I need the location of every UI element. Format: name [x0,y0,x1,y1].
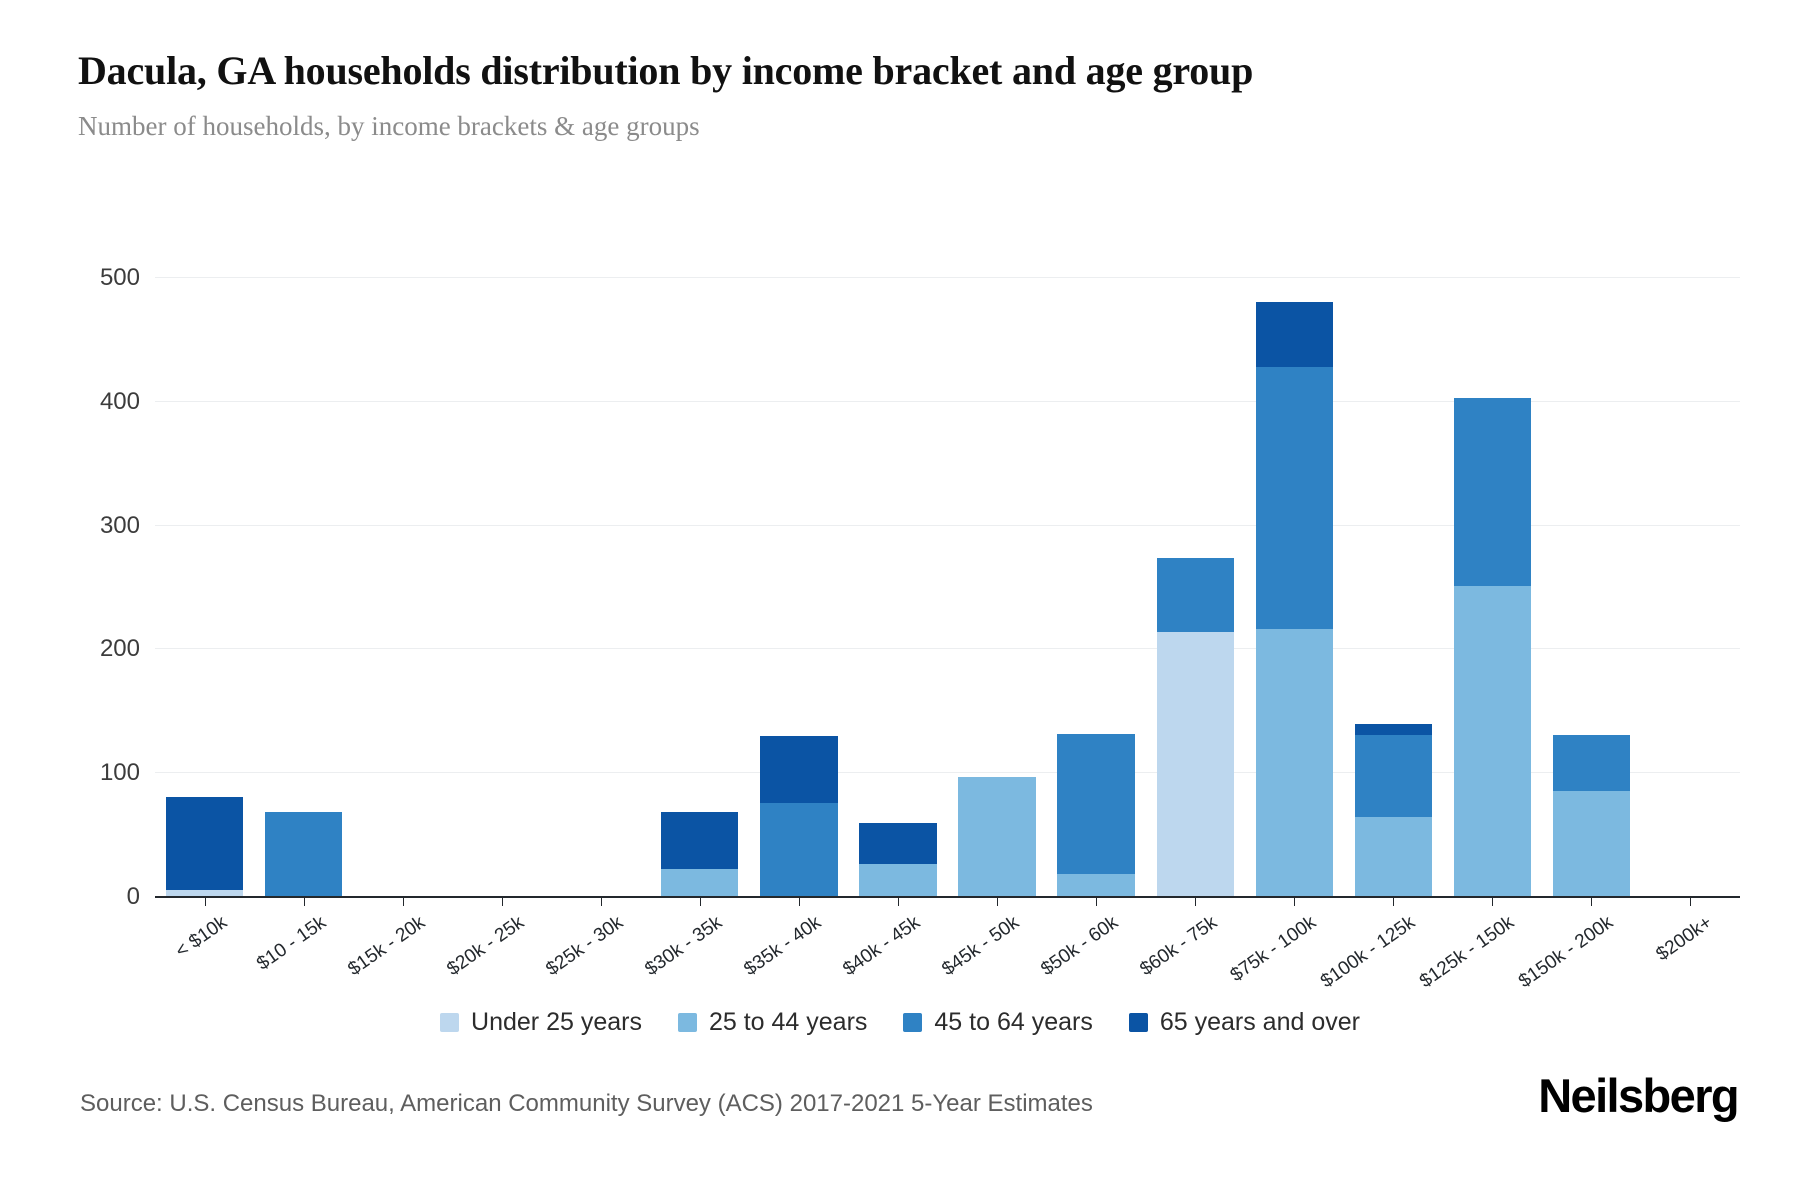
bar-stack[interactable] [1057,733,1135,896]
bar-stack[interactable] [264,811,343,896]
bar-segment[interactable] [1057,733,1135,874]
chart-header: Dacula, GA households distribution by in… [78,48,1740,142]
x-axis-tick [204,897,206,906]
bar-stack[interactable] [760,736,838,896]
bar-segment[interactable] [661,811,739,869]
x-axis-tick [1096,897,1098,906]
bar-segment[interactable] [165,889,244,896]
y-axis-tick-label: 400 [99,387,140,415]
bar-segment[interactable] [1255,628,1333,896]
x-axis-tick [1393,897,1395,906]
source-note: Source: U.S. Census Bureau, American Com… [80,1090,1093,1117]
gridline [155,277,1740,278]
x-axis-tick [600,897,602,906]
bar-segment[interactable] [760,736,838,804]
bar-segment[interactable] [1354,816,1432,896]
y-axis-tick-label: 300 [99,511,140,539]
x-axis-tick [897,897,899,906]
bar-stack[interactable] [1156,558,1234,896]
legend-item-label: 65 years and over [1159,1008,1360,1036]
bar-stack[interactable] [859,822,937,896]
bar-stack[interactable] [661,811,739,896]
legend-item[interactable]: 65 years and over [1128,1008,1360,1037]
y-axis-tick-label: 200 [99,635,140,663]
chart-title: Dacula, GA households distribution by in… [78,48,1254,93]
y-axis-tick-label: 500 [99,264,140,291]
bar-segment[interactable] [1453,586,1531,896]
bar-stack[interactable] [1354,723,1432,896]
brand-logo: Neilsberg [1538,1069,1739,1122]
chart-subtitle: Number of households, by income brackets… [78,111,700,141]
bar-stack[interactable] [1453,398,1531,896]
x-axis-tick [501,897,503,906]
x-axis-tick [1690,897,1692,906]
bar-stack[interactable] [1255,301,1333,896]
bar-segment[interactable] [859,822,937,864]
bar-segment[interactable] [760,803,838,896]
bar-segment[interactable] [1354,735,1432,817]
gridline [155,400,1740,402]
gridline [155,772,1740,774]
x-axis-tick [699,897,701,906]
y-axis-tick-label: 0 [126,883,140,910]
x-axis-tick [1492,897,1494,906]
legend-item[interactable]: 25 to 44 years [677,1008,868,1037]
bar-segment[interactable] [264,811,343,896]
legend-item-label: 45 to 64 years [934,1008,1093,1036]
legend-item-label: Under 25 years [471,1008,642,1036]
bar-stack[interactable] [165,796,244,896]
bar-segment[interactable] [661,868,739,896]
bar-segment[interactable] [958,777,1036,896]
bar-segment[interactable] [1255,301,1333,368]
gridline [155,648,1740,650]
bar-segment[interactable] [1156,632,1234,896]
bar-segment[interactable] [1057,873,1135,896]
y-axis-tick-label: 100 [99,759,140,787]
legend-swatch-icon [677,1013,697,1032]
bar-segment[interactable] [859,863,937,896]
x-axis-tick [1195,897,1197,906]
legend-item[interactable]: Under 25 years [440,1008,642,1037]
legend-item[interactable]: 45 to 64 years [903,1008,1093,1037]
x-axis-tick [1591,897,1593,906]
bar-segment[interactable] [1156,558,1234,633]
gridline [155,524,1740,526]
x-axis-tick [402,897,404,906]
legend-item-label: 25 to 44 years [708,1008,868,1036]
bar-stack[interactable] [1552,735,1631,896]
bar-segment[interactable] [1552,790,1631,896]
bar-segment[interactable] [1552,735,1631,791]
x-axis-tick [1294,897,1296,906]
legend-swatch-icon [903,1013,923,1032]
bar-segment[interactable] [1255,367,1333,629]
x-axis-tick [997,897,999,906]
x-axis-tick [303,897,305,906]
bar-segment[interactable] [165,796,244,890]
legend-swatch-icon [1128,1013,1148,1032]
x-axis-line [155,896,1740,898]
x-axis-tick [798,897,800,906]
bar-stack[interactable] [958,777,1036,896]
bar-segment[interactable] [1354,723,1432,736]
legend-swatch-icon [440,1013,460,1032]
bar-segment[interactable] [1453,398,1531,587]
chart-legend: Under 25 years 25 to 44 years 45 to 64 yea… [0,1008,1800,1037]
